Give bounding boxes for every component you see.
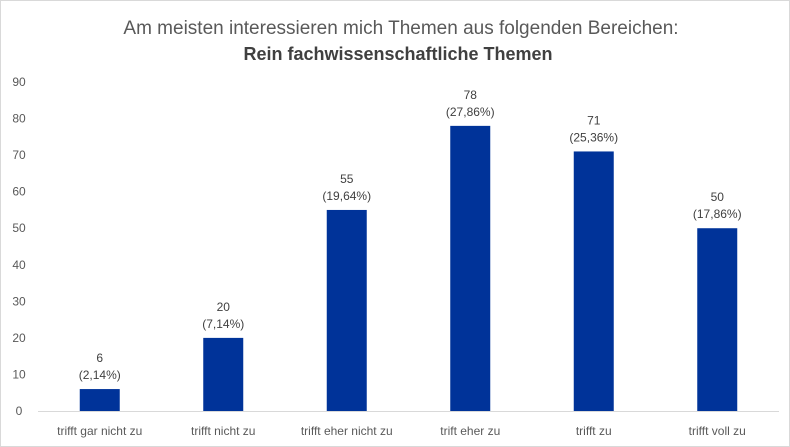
category-label: trifft voll zu [689, 424, 746, 438]
y-tick-label: 60 [12, 185, 26, 199]
bar [79, 389, 120, 411]
bar [450, 125, 491, 411]
y-tick-label: 30 [12, 294, 26, 308]
y-tick-label: 20 [12, 331, 26, 345]
bar [203, 337, 244, 411]
category-label: trifft gar nicht zu [57, 424, 142, 438]
x-axis: trifft gar nicht zu trifft nicht zu trifft… [38, 411, 779, 438]
y-tick-label: 80 [12, 112, 26, 126]
y-tick-label: 70 [12, 148, 26, 162]
category-label: trift eher zu [440, 424, 500, 438]
y-tick-label: 0 [16, 404, 23, 418]
percent-label: (7,14%) [202, 317, 244, 331]
y-axis: 0 10 20 30 40 50 60 70 80 90 [12, 75, 26, 418]
chart-subtitle: Rein fachwissenschaftliche Themen [243, 44, 552, 64]
y-tick-label: 10 [12, 367, 26, 381]
percent-label: (25,36%) [569, 130, 618, 144]
percent-label: (2,14%) [79, 368, 121, 382]
value-label: 50 [711, 190, 725, 204]
bar [326, 209, 367, 411]
category-label: trifft nicht zu [191, 424, 255, 438]
value-label: 20 [217, 300, 231, 314]
value-label: 6 [96, 351, 103, 365]
percent-label: (19,64%) [322, 189, 371, 203]
category-label: trifft eher nicht zu [301, 424, 393, 438]
percent-label: (17,86%) [693, 207, 742, 221]
value-label: 78 [464, 88, 478, 102]
value-label: 71 [587, 113, 601, 127]
chart-title: Am meisten interessieren mich Themen aus… [123, 18, 678, 39]
bar [697, 228, 738, 411]
bars [79, 125, 738, 411]
value-label: 55 [340, 172, 354, 186]
category-label: trifft zu [576, 424, 612, 438]
y-tick-label: 90 [12, 75, 26, 89]
y-tick-label: 40 [12, 258, 26, 272]
data-labels: 6 (2,14%) 20 (7,14%) 55 (19,64%) 78 (27,86%) 71 (… [79, 88, 742, 382]
percent-label: (27,86%) [446, 105, 495, 119]
y-tick-label: 50 [12, 221, 26, 235]
bar [573, 151, 614, 411]
